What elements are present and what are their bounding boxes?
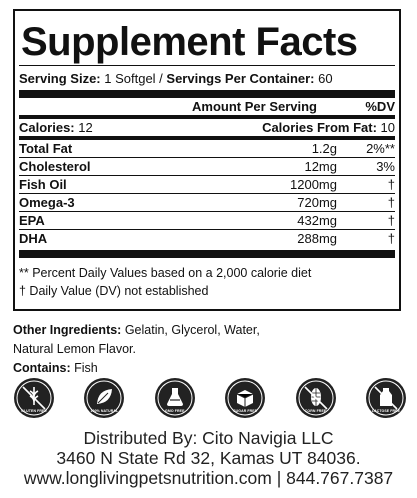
divider [19, 65, 395, 66]
nutrient-row: Total Fat 1.2g 2%** [19, 140, 395, 157]
distributor-contact: www.longlivingpetsnutrition.com | 844.76… [23, 468, 394, 488]
divider [19, 175, 395, 176]
servings-per-container-value: 60 [314, 71, 333, 86]
contains-label: Contains: [13, 361, 71, 375]
corn-free-icon: CORN FREE [295, 378, 336, 418]
distributor-name: Distributed By: Cito Navigia LLC [83, 428, 334, 448]
ingredients-block: Other Ingredients: Gelatin, Glycerol, Wa… [13, 321, 403, 378]
gluten-free-icon: GLUTEN FREE [14, 378, 54, 418]
sugar-free-icon: SUGAR FREE [225, 378, 266, 418]
serving-size-value: 1 Softgel / [100, 71, 167, 86]
all-natural-icon: 100% NATURAL [84, 378, 125, 418]
distributor-address: 3460 N State Rd 32, Kamas UT 84036. [56, 448, 361, 468]
nutrient-name: Total Fat [19, 141, 73, 156]
nutrient-amount: 12mg [304, 159, 337, 174]
supplement-facts-panel: Supplement Facts Serving Size: 1 Softgel… [13, 9, 401, 311]
badge-label: 100% NATURAL [90, 409, 119, 413]
divider-thick [19, 90, 395, 98]
nutrient-name: Omega-3 [19, 195, 75, 210]
other-ingredients-label: Other Ingredients: [13, 323, 122, 337]
calories-from-fat-label: Calories From Fat: [262, 120, 377, 135]
nutrient-amount: 720mg [297, 195, 337, 210]
nutrient-dv: † [387, 213, 395, 228]
nutrient-dv: † [387, 231, 395, 246]
nutrient-row: Fish Oil 1200mg † [19, 176, 395, 193]
nutrient-dv: 3% [376, 159, 395, 174]
calories-row: Calories: 12 Calories From Fat: 10 [19, 119, 395, 136]
calories-value: 12 [74, 120, 93, 135]
divider-thick [19, 250, 395, 258]
nutrient-dv: 2%** [366, 141, 395, 156]
nutrient-amount: 1.2g [311, 141, 337, 156]
serving-size-label: Serving Size: [19, 71, 101, 86]
footnotes: ** Percent Daily Values based on a 2,000… [19, 264, 395, 300]
divider [19, 157, 395, 158]
nutrient-name: Cholesterol [19, 159, 91, 174]
badge-label: GMO FREE [165, 409, 185, 413]
nutrient-amount: 288mg [297, 231, 337, 246]
divider-medium [19, 115, 395, 119]
badge-label: GLUTEN FREE [21, 409, 47, 413]
contains-value: Fish [70, 361, 98, 375]
nutrient-name: EPA [19, 213, 45, 228]
nutrient-name: DHA [19, 231, 48, 246]
other-ingredients-value: Gelatin, Glycerol, Water, [121, 323, 260, 337]
calories-from-fat-value: 10 [376, 120, 395, 135]
divider [19, 211, 395, 212]
nutrient-row: DHA 288mg † [19, 230, 395, 247]
nutrient-dv: † [387, 195, 395, 210]
nutrient-row: Cholesterol 12mg 3% [19, 158, 395, 175]
calories-label: Calories: [19, 120, 75, 135]
nutrient-row: EPA 432mg † [19, 212, 395, 229]
badge-row: GLUTEN FREE 100% NATURAL GMO FREE SUGAR … [14, 378, 406, 423]
divider [19, 229, 395, 230]
gmo-free-icon: GMO FREE [154, 378, 195, 418]
column-header: Amount Per Serving %DV [19, 98, 395, 115]
nutrient-amount: 432mg [297, 213, 337, 228]
lactose-free-icon: LACTOSE FREE [365, 378, 406, 418]
dv-header: %DV [365, 99, 395, 114]
nutrient-name: Fish Oil [19, 177, 67, 192]
servings-per-container-label: Servings Per Container: [166, 71, 315, 86]
badge-label: SUGAR FREE [233, 409, 258, 413]
nutrient-dv: † [387, 177, 395, 192]
badge-label: CORN FREE [304, 409, 327, 413]
badge-label: LACTOSE FREE [371, 409, 401, 413]
distributor-info: Distributed By: Cito Navigia LLC 3460 N … [0, 428, 417, 488]
divider-medium [19, 136, 395, 140]
nutrient-row: Omega-3 720mg † [19, 194, 395, 211]
divider [19, 193, 395, 194]
footnote-dv-basis: ** Percent Daily Values based on a 2,000… [19, 266, 312, 280]
nutrient-amount: 1200mg [290, 177, 337, 192]
other-ingredients-continued: Natural Lemon Flavor. [13, 342, 136, 356]
amount-header: Amount Per Serving [192, 99, 317, 114]
footnote-dv-not-established: † Daily Value (DV) not established [19, 284, 209, 298]
serving-info: Serving Size: 1 Softgel / Servings Per C… [19, 71, 395, 87]
panel-title: Supplement Facts [21, 20, 358, 64]
